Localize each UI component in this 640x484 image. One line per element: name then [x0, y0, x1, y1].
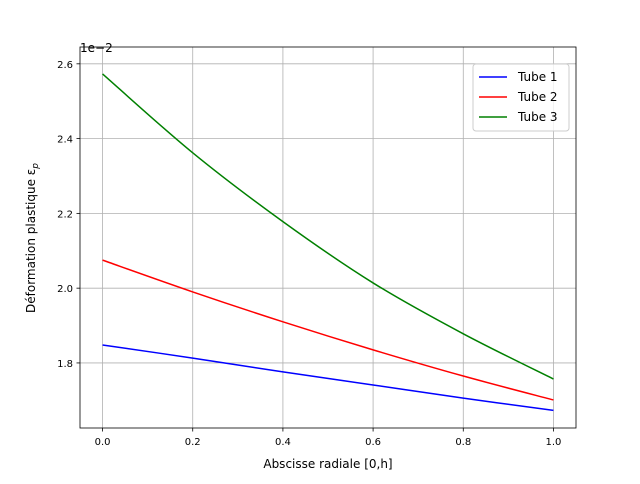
x-tick-label: 0.2 [185, 437, 201, 448]
axes-frame [79, 46, 577, 429]
y-axis-label-main: Déformation plastique ε [24, 169, 38, 313]
y-tick-label: 2.0 [57, 284, 73, 295]
y-offset-label: 1e−2 [80, 41, 113, 55]
ticks: 0.0 0.2 0.4 0.6 0.8 1.0 1.8 2.0 2.2 2.4 2.6 [57, 60, 561, 448]
x-tick-label: 1.0 [546, 437, 562, 448]
series-line-2 [102, 259, 554, 401]
legend-label-1: Tube 1 [517, 70, 558, 84]
x-tick-label: 0.8 [455, 437, 471, 448]
series-line-3 [102, 73, 554, 380]
legend-label-2: Tube 2 [517, 90, 558, 104]
y-axis-label-subscript: p [31, 163, 41, 170]
y-tick-label: 2.2 [57, 209, 73, 220]
x-tick-label: 0.6 [365, 437, 381, 448]
y-tick-label: 1.8 [57, 359, 73, 370]
x-axis-label: Abscisse radiale [0,h] [263, 457, 392, 471]
legend-box [472, 63, 570, 132]
x-tick-label: 0.4 [275, 437, 291, 448]
legend: Tube 1 Tube 2 Tube 3 [472, 63, 570, 132]
y-tick-label: 2.4 [57, 135, 73, 146]
series-line-1 [102, 344, 554, 412]
y-tick-label: 2.6 [57, 60, 73, 71]
series-lines [102, 73, 554, 412]
y-axis-label: Déformation plastique εp [24, 163, 41, 313]
legend-label-3: Tube 3 [517, 110, 558, 124]
x-tick-label: 0.0 [95, 437, 111, 448]
